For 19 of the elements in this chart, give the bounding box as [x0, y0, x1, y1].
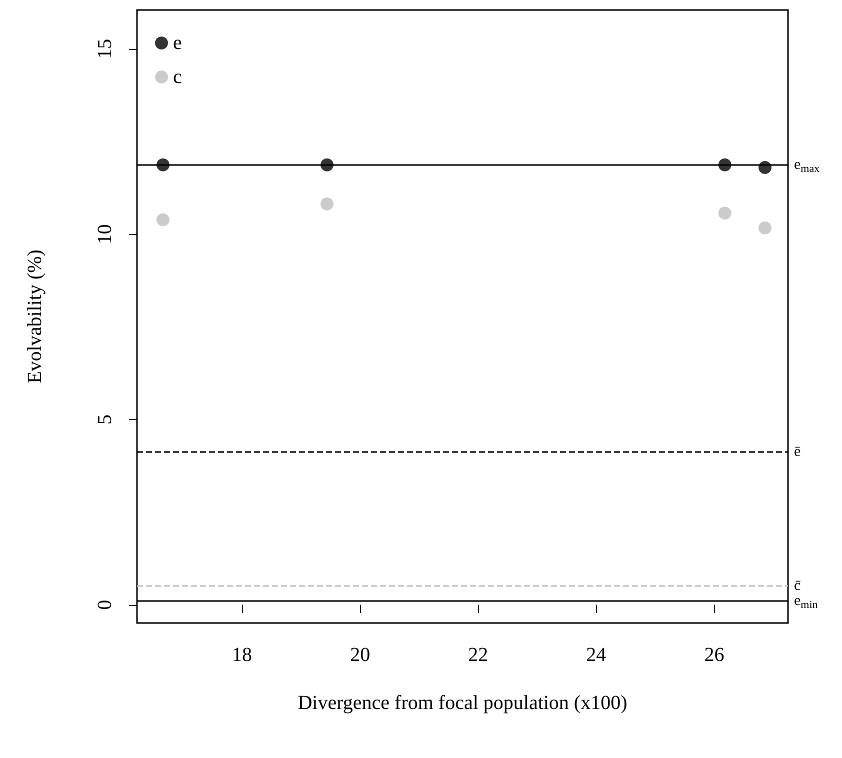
x-tick-label: 18 [232, 644, 252, 666]
y-tick-label: 15 [94, 38, 116, 59]
point [156, 213, 170, 226]
point [320, 197, 334, 210]
x-tick-label: 24 [586, 644, 606, 666]
y-tick-label: 0 [94, 600, 116, 610]
x-tick-label: 26 [704, 644, 724, 666]
y-axis-title: Evolvability (%) [24, 250, 46, 384]
x-tick-label: 22 [468, 644, 488, 666]
x-axis-title: Divergence from focal population (x100) [298, 692, 628, 714]
legend-label: e [173, 32, 182, 54]
ref-line-label: ē [794, 444, 801, 460]
y-tick-label: 5 [94, 414, 116, 425]
ref-line-label: c̄ [794, 578, 801, 594]
point [718, 206, 732, 220]
y-tick-label: 10 [94, 224, 116, 244]
x-tick-label: 20 [350, 644, 370, 666]
legend-label: c [173, 66, 182, 88]
point [758, 221, 772, 234]
